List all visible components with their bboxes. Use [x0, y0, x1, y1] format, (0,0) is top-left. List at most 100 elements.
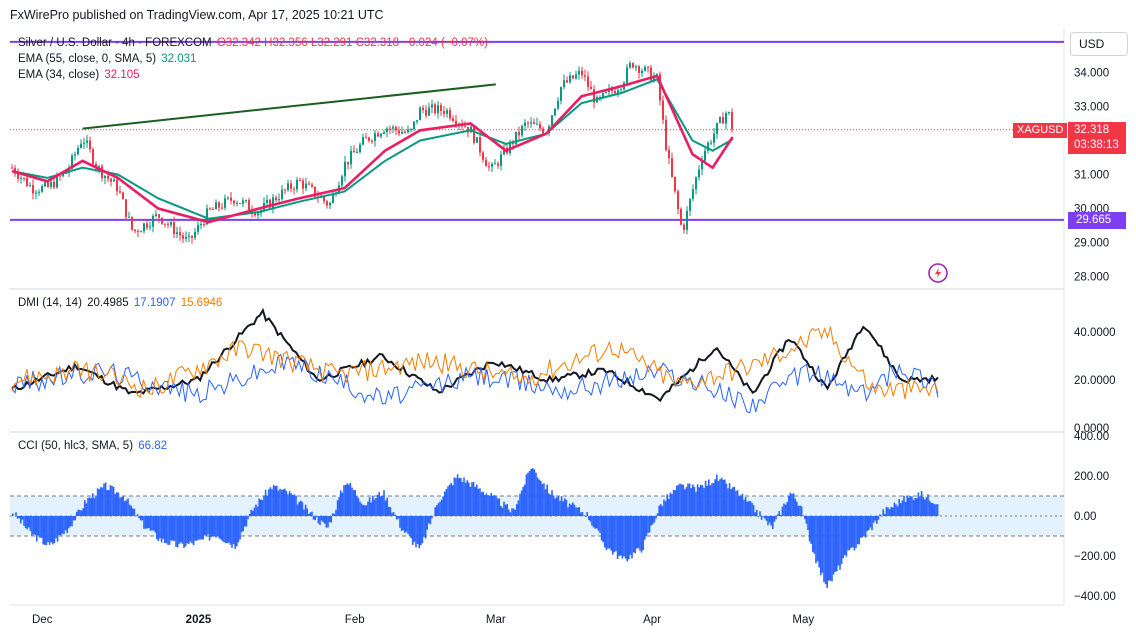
level-tag: 29.665 [1068, 212, 1126, 229]
cci-bar [840, 516, 843, 565]
cci-bar [413, 516, 416, 542]
cci-bar [656, 513, 659, 516]
cci-bar [391, 512, 393, 516]
candle-body [428, 107, 430, 116]
cci-bar [92, 493, 94, 516]
cci-bar [812, 516, 814, 552]
cci-bar [269, 487, 272, 516]
cci-bar [789, 492, 792, 516]
cci-bar [71, 516, 73, 527]
publisher-line: FxWirePro published on TradingView.com, … [10, 8, 384, 22]
cci-bar [60, 516, 62, 536]
candle-body [344, 161, 346, 177]
candle-body [140, 231, 142, 233]
candle-body [179, 232, 181, 236]
candle-body [176, 232, 178, 235]
candle-body [536, 123, 538, 125]
candle-body [440, 105, 442, 111]
cci-bar [146, 516, 148, 529]
candle-body [443, 110, 445, 114]
candle-body [182, 235, 184, 239]
cci-bar [191, 516, 193, 544]
cci-bar [626, 516, 628, 562]
candle-body [632, 63, 634, 68]
candle-body [278, 199, 280, 201]
candle-body [233, 200, 235, 204]
cci-bar [444, 491, 446, 516]
candle-body [332, 193, 334, 203]
cci-bar [298, 501, 300, 516]
cci-bar [818, 516, 820, 568]
cci-bar [778, 511, 780, 516]
cci-bar [266, 495, 268, 516]
cci-bar [740, 495, 742, 516]
cci-bar [101, 487, 104, 516]
candle-body [665, 119, 667, 150]
cci-bar [76, 511, 78, 516]
candle-body [290, 183, 292, 189]
ema55-value: 32.031 [161, 53, 197, 65]
cci-bar [580, 512, 582, 516]
cci-bar [644, 516, 646, 540]
cci-bar [354, 490, 356, 516]
cci-bar [127, 498, 129, 516]
cci-bar [519, 493, 521, 516]
cci-bar [159, 516, 161, 539]
cci-bar [541, 483, 544, 516]
cci-bar [876, 516, 878, 524]
candle-body [389, 128, 391, 130]
candle-body [56, 175, 58, 188]
cci-bar [757, 516, 760, 517]
cci-bar [749, 501, 752, 516]
cci-bar [868, 516, 870, 530]
cci-bar [108, 490, 110, 516]
cci-bar [816, 516, 819, 562]
cci-bar [356, 495, 358, 516]
cci-bar [496, 498, 499, 516]
currency-button[interactable]: USD [1070, 32, 1128, 56]
cci-bar [80, 510, 83, 516]
cci-bar [597, 516, 600, 531]
cci-bar [493, 495, 496, 516]
cci-bar [410, 516, 412, 539]
cci-bar [554, 498, 556, 516]
cci-bar [439, 501, 441, 516]
cci-bar [724, 479, 726, 516]
price-pane[interactable] [10, 40, 1064, 244]
cci-bar [916, 498, 918, 516]
dmi-pane[interactable] [11, 307, 939, 414]
cci-bar [741, 493, 744, 516]
cci-bar [535, 472, 537, 516]
cci-bar [839, 516, 841, 570]
candle-body [95, 163, 97, 168]
cci-bar [647, 516, 649, 533]
candle-body [119, 191, 121, 193]
candle-body [164, 223, 166, 225]
cci-bar [677, 484, 680, 516]
cci-bar [735, 491, 737, 516]
cci-bar [469, 486, 472, 516]
candle-body [602, 92, 604, 97]
candle-body [248, 200, 250, 210]
cci-bar [495, 495, 497, 516]
candle-body [161, 217, 163, 224]
cci-bar [157, 516, 160, 541]
cci-bar [396, 516, 398, 520]
cci-bar [919, 496, 921, 516]
candle-body [203, 224, 205, 226]
cci-bar [263, 496, 265, 516]
cci-bar [477, 488, 480, 516]
candle-body [17, 173, 19, 179]
cci-bar [588, 516, 590, 520]
cci-bar [796, 501, 798, 516]
cci-bar [695, 491, 697, 516]
cci-bar [631, 516, 633, 559]
cci-bar [648, 516, 651, 533]
cci-bar [280, 490, 283, 516]
cci-bar [471, 482, 473, 516]
cci-bar [562, 501, 564, 516]
lightning-icon[interactable] [928, 263, 948, 283]
cci-pane[interactable] [10, 468, 1064, 588]
